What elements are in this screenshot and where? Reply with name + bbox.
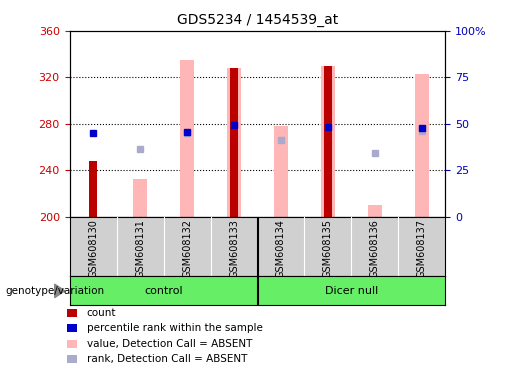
Text: GSM608136: GSM608136 — [370, 219, 380, 278]
Bar — [274, 126, 287, 217]
Bar — [416, 74, 428, 217]
Text: GDS5234 / 1454539_at: GDS5234 / 1454539_at — [177, 13, 338, 27]
Text: value, Detection Call = ABSENT: value, Detection Call = ABSENT — [87, 339, 252, 349]
Text: Dicer null: Dicer null — [325, 286, 378, 296]
Bar — [368, 205, 382, 217]
Bar — [133, 179, 147, 217]
Bar — [180, 60, 194, 217]
Bar — [231, 68, 237, 217]
Text: genotype/variation: genotype/variation — [5, 286, 104, 296]
Bar — [228, 68, 241, 217]
Text: rank, Detection Call = ABSENT: rank, Detection Call = ABSENT — [87, 354, 247, 364]
Text: control: control — [144, 286, 183, 296]
Text: GSM608130: GSM608130 — [88, 219, 98, 278]
Text: GSM608134: GSM608134 — [276, 219, 286, 278]
Text: count: count — [87, 308, 116, 318]
Text: GSM608131: GSM608131 — [135, 219, 145, 278]
Text: GSM608132: GSM608132 — [182, 219, 192, 278]
Text: GSM608135: GSM608135 — [323, 219, 333, 278]
Bar — [90, 161, 96, 217]
Text: GSM608137: GSM608137 — [417, 219, 427, 278]
Bar — [321, 66, 335, 217]
Text: GSM608133: GSM608133 — [229, 219, 239, 278]
Text: percentile rank within the sample: percentile rank within the sample — [87, 323, 263, 333]
Bar — [324, 66, 332, 217]
Polygon shape — [55, 284, 65, 298]
